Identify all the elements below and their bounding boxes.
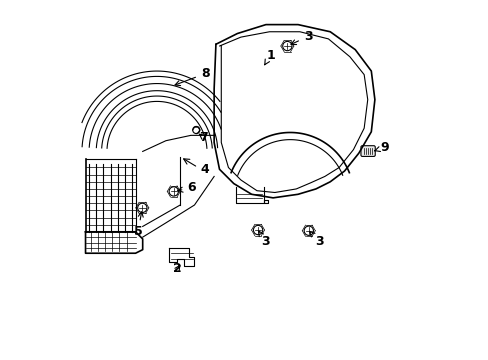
- Text: 3: 3: [309, 231, 323, 248]
- Text: 8: 8: [175, 67, 209, 86]
- Text: 3: 3: [258, 231, 269, 248]
- Text: 5: 5: [133, 212, 143, 238]
- Text: 1: 1: [264, 49, 274, 65]
- FancyBboxPatch shape: [360, 146, 374, 157]
- Text: 6: 6: [177, 181, 196, 194]
- Text: 9: 9: [374, 141, 388, 154]
- Text: 4: 4: [201, 163, 209, 176]
- Text: 7: 7: [199, 131, 207, 144]
- Text: 3: 3: [290, 30, 312, 45]
- Text: 2: 2: [173, 262, 182, 275]
